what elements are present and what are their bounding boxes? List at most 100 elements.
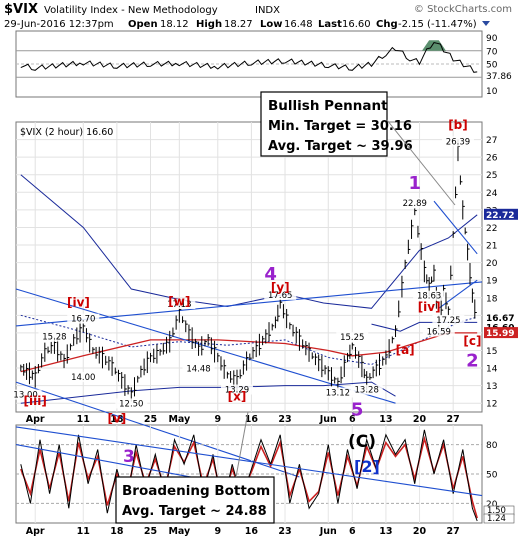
price-x-tick-label: 6 bbox=[349, 414, 356, 425]
price-point-label: 18.63 bbox=[417, 292, 441, 302]
quote-line: Open 18.12 High 18.27 Low 16.48 Last 16.… bbox=[128, 19, 477, 30]
osc-y-tick-label: 50 bbox=[486, 471, 498, 481]
osc-y-tick-label: 80 bbox=[486, 441, 498, 451]
low-label: Low bbox=[260, 19, 282, 30]
price-point-label: 14.00 bbox=[71, 373, 95, 383]
osc-last-value: 1.50 bbox=[487, 506, 506, 516]
rsi-y-tick-label: 10 bbox=[486, 87, 498, 97]
osc-wave-c: (C) bbox=[348, 432, 376, 452]
osc-main-line bbox=[20, 429, 478, 522]
osc-x-tick-label: Apr bbox=[26, 526, 45, 537]
pennant-min: Min. Target = 30.16 bbox=[268, 119, 412, 134]
price-panel-label: $VIX (2 hour) 16.60 bbox=[20, 127, 113, 138]
price-x-tick-label: 20 bbox=[413, 414, 427, 425]
wave-label: 5 bbox=[351, 400, 364, 421]
rsi-y-tick-label: 70 bbox=[486, 47, 498, 57]
open-label: Open bbox=[128, 19, 158, 30]
osc-x-tick-label: 27 bbox=[447, 526, 460, 537]
osc-x-tick-label: 9 bbox=[214, 526, 221, 537]
brand-label: © StockCharts.com bbox=[414, 4, 512, 15]
price-y-tick-label: 12 bbox=[486, 400, 497, 410]
osc-x-tick-label: 25 bbox=[144, 526, 157, 537]
wave-label: [x] bbox=[228, 390, 247, 404]
price-point-label: 16.59 bbox=[427, 328, 451, 338]
wave-label: [v] bbox=[107, 412, 126, 426]
price-label-bg bbox=[441, 136, 474, 147]
price-label-bg bbox=[336, 332, 369, 343]
broadening-annotation: Broadening Bottom Avg. Target ~ 24.88 bbox=[115, 411, 275, 524]
price-y-tick-label: 19 bbox=[486, 277, 498, 287]
high-label: High bbox=[196, 19, 222, 30]
chg-value: -2.15 (-11.47%) bbox=[398, 19, 477, 30]
rsi-last-value: 37.86 bbox=[486, 72, 512, 82]
trendline bbox=[433, 200, 478, 255]
osc-trendline bbox=[15, 426, 483, 497]
price-point-label: 16.70 bbox=[71, 315, 95, 325]
price-y-tick-label: 25 bbox=[486, 171, 497, 181]
price-label-bg bbox=[422, 326, 455, 337]
osc-x-tick-label: May bbox=[168, 526, 191, 537]
price-panel-frame bbox=[15, 121, 483, 413]
price-label-bg bbox=[264, 289, 297, 300]
wave-label: 1 bbox=[408, 173, 421, 194]
price-label-bg bbox=[413, 290, 446, 301]
chg-label: Chg bbox=[376, 19, 398, 30]
rsi-layer: 103050709037.86 bbox=[16, 34, 518, 97]
price-label-bg bbox=[38, 331, 71, 342]
price-point-label: 17.13 bbox=[167, 300, 191, 310]
wave-label: [iv] bbox=[418, 300, 441, 314]
price-label-bg bbox=[398, 197, 431, 208]
price-y-tick-label: 18 bbox=[486, 294, 498, 304]
price-y-tick-label: 14 bbox=[486, 365, 498, 375]
price-y-tick-label: 27 bbox=[486, 136, 497, 146]
osc-x-tick-label: 6 bbox=[349, 526, 356, 537]
price-y-tick-label: 21 bbox=[486, 242, 497, 252]
last-label: Last bbox=[318, 19, 342, 30]
price-grid: 12131415161718192021222324252627Apr11182… bbox=[16, 122, 498, 425]
dotted-ma-line bbox=[20, 314, 478, 366]
wave-label: [iii] bbox=[24, 394, 47, 408]
right-value-bg bbox=[484, 321, 518, 333]
price-label-bg bbox=[115, 398, 148, 409]
wave-label: [w] bbox=[168, 295, 190, 309]
last-value: 16.60 bbox=[342, 19, 371, 30]
date-line: 29-Jun-2016 12:37pm bbox=[4, 19, 114, 30]
price-label-bg bbox=[163, 299, 196, 310]
osc-x-tick-label: 20 bbox=[413, 526, 427, 537]
osc-x-tick-label: 18 bbox=[110, 526, 124, 537]
price-label-bg bbox=[67, 372, 100, 383]
price-y-tick-label: 24 bbox=[486, 189, 498, 199]
right-value-label: 16.67 bbox=[486, 314, 514, 324]
price-label-bg bbox=[182, 363, 215, 374]
osc-signal-line bbox=[20, 435, 478, 519]
price-y-tick-label: 20 bbox=[486, 259, 498, 269]
price-lines bbox=[15, 139, 483, 478]
osc-x-tick-label: 11 bbox=[77, 526, 90, 537]
price-y-tick-label: 13 bbox=[486, 382, 497, 392]
price-x-tick-label: Apr bbox=[26, 414, 45, 425]
osc-x-tick-label: 16 bbox=[245, 526, 259, 537]
price-x-tick-label: Jun bbox=[319, 414, 337, 425]
price-x-tick-label: 23 bbox=[278, 414, 291, 425]
price-point-label: 15.25 bbox=[340, 333, 364, 343]
osc-last-bg bbox=[483, 513, 515, 524]
dropdown-triangle-icon[interactable] bbox=[482, 21, 490, 26]
price-y-tick-label: 22 bbox=[486, 224, 497, 234]
right-value-label: 15.99 bbox=[486, 329, 514, 339]
price-x-tick-label: 9 bbox=[214, 414, 221, 425]
price-point-label: 17.25 bbox=[436, 316, 460, 326]
pennant-title: Bullish Pennant bbox=[268, 98, 388, 114]
open-value: 18.12 bbox=[160, 19, 189, 30]
price-point-label: 13.12 bbox=[326, 389, 350, 399]
price-marks: 15.28 13.00 14.00 16.70 12.50 17.13 14.48 13.29… bbox=[9, 118, 518, 426]
price-y-tick-label: 26 bbox=[486, 154, 498, 164]
price-label-bg bbox=[9, 389, 42, 400]
rsi-last-bg bbox=[484, 70, 518, 82]
price-x-tick-label: 16 bbox=[245, 414, 259, 425]
wave-label: [a] bbox=[396, 343, 415, 357]
price-x-tick-label: 13 bbox=[379, 414, 392, 425]
rsi-y-tick-label: 90 bbox=[486, 34, 498, 44]
chart-name: Volatility Index - New Methodology bbox=[44, 5, 218, 16]
price-point-label: 13.00 bbox=[13, 391, 37, 401]
